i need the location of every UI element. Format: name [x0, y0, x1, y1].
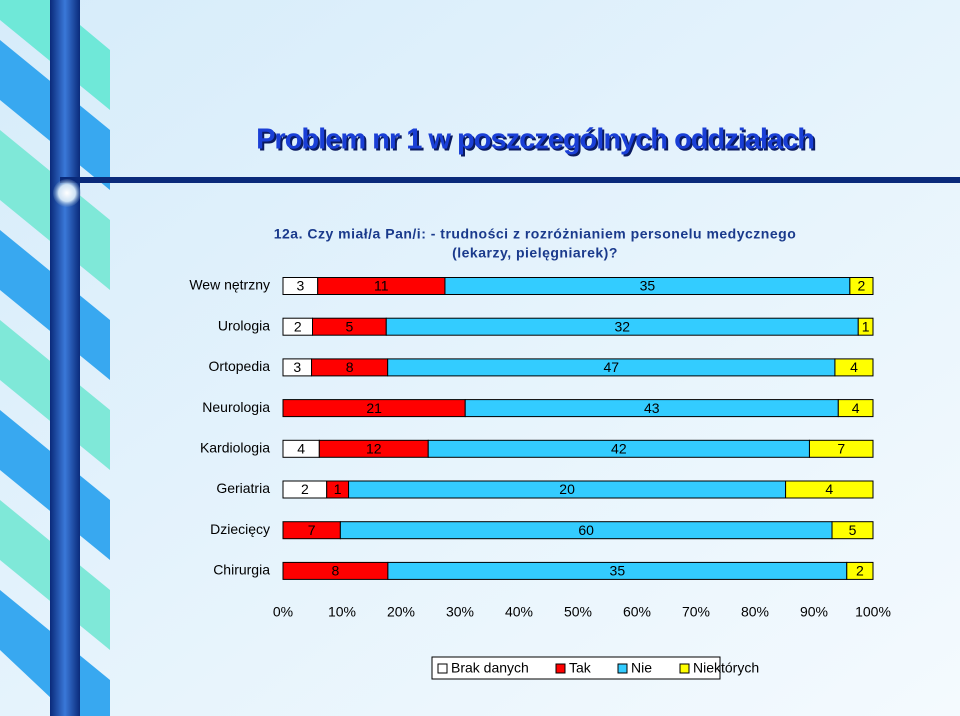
data-label: 42 [611, 441, 627, 457]
data-label: 32 [614, 318, 630, 334]
data-label: 7 [837, 441, 845, 457]
data-label: 2 [856, 563, 864, 579]
legend-label: Nie [631, 660, 652, 676]
x-tick-label: 100% [855, 604, 891, 620]
data-label: 3 [293, 359, 301, 375]
bar-segment [857, 317, 874, 336]
y-tick-label: Neurologia [202, 399, 270, 415]
y-tick-label: Urologia [218, 317, 270, 333]
chart-title: Problem nr 1 w poszczególnych oddziałach [256, 124, 814, 156]
legend-swatch [679, 663, 690, 674]
data-label: 20 [559, 481, 575, 497]
data-label: 21 [366, 400, 382, 416]
title-shadow: Problem nr 1 w poszczególnych oddziałach [258, 126, 816, 158]
data-label: 12 [366, 441, 382, 457]
data-label: 1 [334, 481, 342, 497]
legend-label: Niektórych [693, 660, 759, 676]
bar-segment [785, 480, 874, 499]
data-label: 4 [852, 400, 860, 416]
data-label: 7 [308, 522, 316, 538]
data-label: 2 [301, 481, 309, 497]
subtitle: 12a. Czy miał/a Pan/i: - trudności z roz… [274, 226, 797, 242]
y-tick-label: Kardiologia [200, 440, 270, 456]
data-label: 5 [849, 522, 857, 538]
bar-segment [831, 521, 874, 540]
bar-segment [849, 277, 874, 295]
legend-label: Brak danych [451, 660, 529, 676]
x-tick-label: 40% [505, 604, 533, 620]
data-label: 43 [644, 400, 660, 416]
plot: 0% 10% 20% 30% 40% 50% 60% 70% 80% 90% 100% Wew nęt… [189, 277, 891, 680]
data-label: 8 [346, 359, 354, 375]
legend-swatch [617, 663, 628, 674]
x-tick-label: 20% [387, 604, 415, 620]
data-label: 11 [374, 278, 389, 294]
data-label: 2 [858, 278, 866, 294]
data-label: 4 [825, 481, 833, 497]
data-label: 4 [850, 359, 858, 375]
data-label: 3 [296, 278, 304, 294]
y-tick-label: Ortopedia [209, 358, 271, 374]
x-tick-label: 80% [741, 604, 769, 620]
y-tick-label: Geriatria [216, 480, 270, 496]
y-tick-label: Dziecięcy [210, 521, 270, 537]
bar-segment [837, 399, 874, 418]
data-label: 35 [640, 278, 656, 294]
legend-swatch [437, 663, 448, 674]
data-label: 60 [578, 522, 594, 538]
legend-swatch [555, 663, 566, 674]
x-tick-label: 0% [273, 604, 293, 620]
bar-segment [846, 561, 874, 580]
x-tick-label: 60% [623, 604, 651, 620]
bar-segment [834, 358, 874, 377]
y-tick-label: Wew nętrzny [189, 277, 270, 293]
legend-box [431, 656, 721, 680]
data-label: 47 [604, 359, 620, 375]
data-label: 4 [297, 441, 305, 457]
x-tick-label: 90% [800, 604, 828, 620]
x-tick-label: 70% [682, 604, 710, 620]
x-tick-label: 10% [328, 604, 356, 620]
y-tick-label: Chirurgia [213, 562, 270, 578]
subtitle: (lekarzy, pielęgniarek)? [452, 245, 618, 261]
bar-segment [808, 439, 874, 458]
data-label: 35 [610, 563, 626, 579]
legend-label: Tak [569, 660, 592, 676]
data-label: 5 [345, 318, 353, 334]
data-label: 8 [332, 563, 340, 579]
x-tick-label: 50% [564, 604, 592, 620]
x-tick-label: 30% [446, 604, 474, 620]
data-label: 1 [862, 318, 870, 334]
data-label: 2 [294, 318, 302, 334]
